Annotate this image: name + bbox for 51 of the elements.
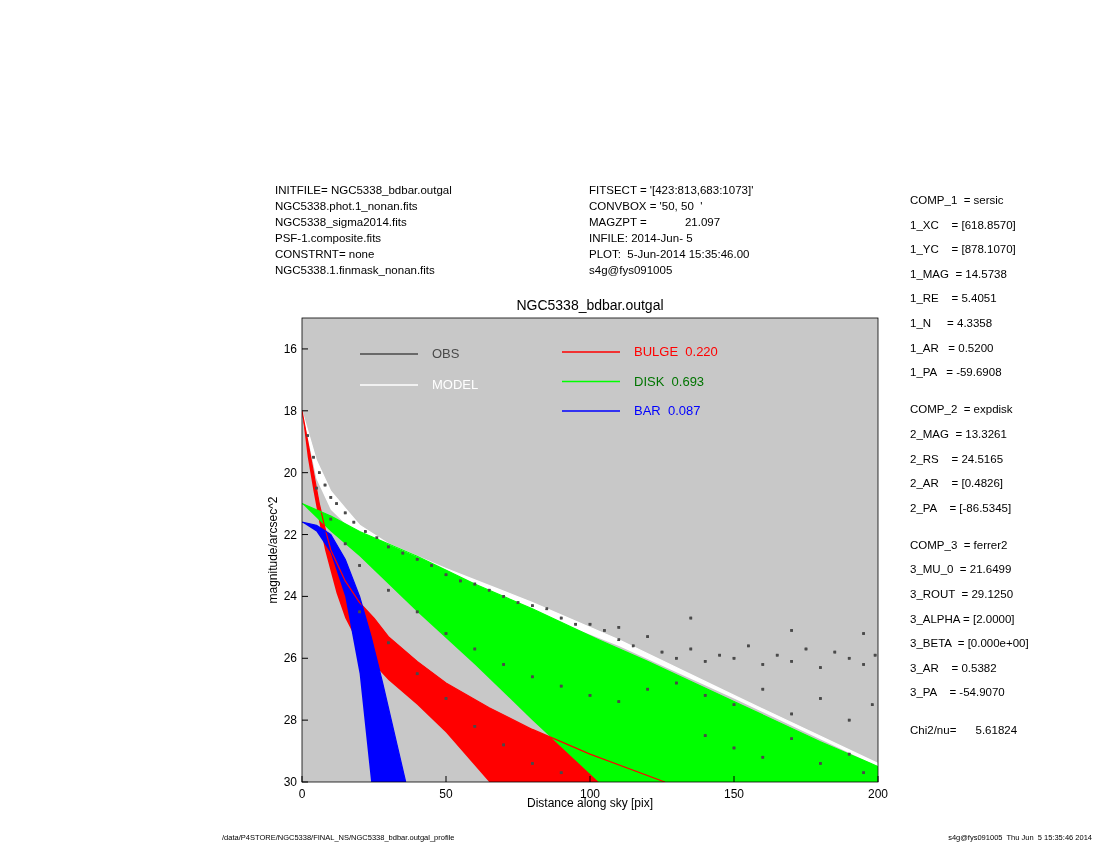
text: INFILE: 2014-Jun- 5 bbox=[589, 232, 693, 244]
text: 1_PA = -59.6908 bbox=[910, 366, 1002, 379]
text: Chi2/nu= 5.61824 bbox=[910, 723, 1018, 736]
text: CONVBOX = '50, 50 ' bbox=[589, 200, 703, 212]
text: 3_AR = 0.5382 bbox=[910, 661, 997, 674]
text: NGC5338_sigma2014.fits bbox=[275, 216, 407, 228]
text: CONSTRNT= none bbox=[275, 248, 375, 260]
text: 1_YC = [878.1070] bbox=[910, 243, 1016, 256]
text: 3_MU_0 = 21.6499 bbox=[910, 563, 1012, 576]
y-tick-label: 28 bbox=[283, 713, 298, 728]
y-tick-label: 16 bbox=[283, 341, 298, 356]
y-tick-label: 20 bbox=[283, 465, 298, 480]
text: 1_MAG = 14.5738 bbox=[910, 267, 1007, 280]
legend-label: OBS bbox=[432, 346, 460, 361]
y-tick-label: 30 bbox=[283, 775, 298, 789]
text: PLOT: 5-Jun-2014 15:35:46.00 bbox=[589, 248, 750, 260]
x-tick-label: 150 bbox=[723, 787, 745, 801]
text: COMP_2 = expdisk bbox=[910, 403, 1013, 416]
text: FITSECT = '[423:813,683:1073]' bbox=[589, 184, 754, 196]
text: 1_RE = 5.4051 bbox=[910, 292, 997, 305]
y-axis-title: magnitude/arcsec^2 bbox=[266, 496, 280, 604]
y-tick-label: 26 bbox=[283, 651, 298, 666]
text: PSF-1.composite.fits bbox=[275, 232, 382, 244]
text: 2_MAG = 13.3261 bbox=[910, 427, 1007, 440]
text: 3_ROUT = 29.1250 bbox=[910, 588, 1014, 600]
chart-title: NGC5338_bdbar.outgal bbox=[516, 297, 664, 313]
text: 1_AR = 0.5200 bbox=[910, 341, 994, 354]
text: MAGZPT = 21.097 bbox=[589, 216, 721, 228]
legend-label: DISK 0.693 bbox=[634, 373, 705, 389]
legend-label: BULGE 0.220 bbox=[634, 344, 718, 359]
text: 3_PA = -54.9070 bbox=[910, 686, 1005, 699]
y-tick-label: 18 bbox=[283, 403, 298, 418]
text: 2_AR = [0.4826] bbox=[910, 477, 1004, 490]
text: s4g@fys091005 bbox=[589, 264, 673, 276]
x-tick-label: 200 bbox=[867, 787, 889, 801]
text: NGC5338.1.finmask_nonan.fits bbox=[275, 264, 436, 276]
y-tick-label: 24 bbox=[283, 589, 298, 604]
x-tick-label: 0 bbox=[298, 787, 306, 801]
text: 1_XC = [618.8570] bbox=[910, 218, 1016, 231]
x-tick-label: 50 bbox=[439, 787, 453, 801]
text: COMP_1 = sersic bbox=[910, 194, 1004, 206]
text: 3_BETA = [0.000e+00] bbox=[910, 637, 1029, 650]
text: COMP_3 = ferrer2 bbox=[910, 538, 1008, 551]
text: 2_RS = 24.5165 bbox=[910, 452, 1004, 465]
text: 2_PA = [-86.5345] bbox=[910, 501, 1012, 514]
legend-label: BAR 0.087 bbox=[634, 403, 701, 418]
y-tick-label: 22 bbox=[283, 527, 298, 542]
text: NGC5338.phot.1_nonan.fits bbox=[275, 200, 418, 212]
text: 1_N = 4.3358 bbox=[910, 317, 993, 329]
text: 3_ALPHA = [2.0000] bbox=[910, 612, 1015, 625]
text: INITFILE= NGC5338_bdbar.outgal bbox=[275, 184, 452, 196]
